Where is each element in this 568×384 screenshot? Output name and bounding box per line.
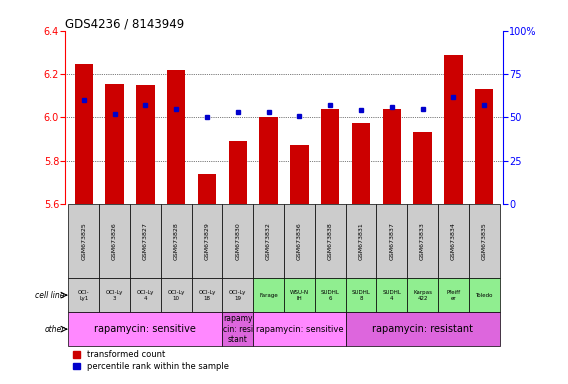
Text: GSM673830: GSM673830 xyxy=(235,222,240,260)
FancyBboxPatch shape xyxy=(99,278,130,312)
Text: Toledo: Toledo xyxy=(475,293,493,298)
Text: GDS4236 / 8143949: GDS4236 / 8143949 xyxy=(65,18,185,31)
FancyBboxPatch shape xyxy=(191,204,223,278)
Text: SUDHL
6: SUDHL 6 xyxy=(321,290,340,301)
Text: SUDHL
8: SUDHL 8 xyxy=(352,290,370,301)
FancyBboxPatch shape xyxy=(161,278,191,312)
Bar xyxy=(74,64,93,204)
FancyBboxPatch shape xyxy=(284,204,315,278)
Text: other: other xyxy=(44,324,65,334)
FancyBboxPatch shape xyxy=(130,278,161,312)
Text: GSM673829: GSM673829 xyxy=(204,222,210,260)
Text: rapamycin: resistant: rapamycin: resistant xyxy=(372,324,473,334)
FancyBboxPatch shape xyxy=(68,278,99,312)
Text: GSM673826: GSM673826 xyxy=(112,222,117,260)
Bar xyxy=(260,117,278,204)
Bar xyxy=(290,146,308,204)
Bar xyxy=(136,85,154,204)
FancyBboxPatch shape xyxy=(99,204,130,278)
FancyBboxPatch shape xyxy=(345,312,500,346)
FancyBboxPatch shape xyxy=(345,278,377,312)
Bar xyxy=(352,123,370,204)
FancyBboxPatch shape xyxy=(223,312,253,346)
FancyBboxPatch shape xyxy=(438,204,469,278)
Text: GSM673825: GSM673825 xyxy=(81,222,86,260)
Bar xyxy=(167,70,185,204)
Text: WSU-N
IH: WSU-N IH xyxy=(290,290,309,301)
Legend: transformed count, percentile rank within the sample: transformed count, percentile rank withi… xyxy=(69,347,232,374)
FancyBboxPatch shape xyxy=(253,204,284,278)
Text: rapamycin: sensitive: rapamycin: sensitive xyxy=(256,324,343,334)
FancyBboxPatch shape xyxy=(377,278,407,312)
FancyBboxPatch shape xyxy=(407,278,438,312)
FancyBboxPatch shape xyxy=(68,312,223,346)
Text: OCI-Ly
3: OCI-Ly 3 xyxy=(106,290,123,301)
Text: GSM673834: GSM673834 xyxy=(451,222,456,260)
Text: cell line: cell line xyxy=(35,291,65,300)
FancyBboxPatch shape xyxy=(191,278,223,312)
FancyBboxPatch shape xyxy=(68,204,99,278)
FancyBboxPatch shape xyxy=(407,204,438,278)
Text: GSM673838: GSM673838 xyxy=(328,222,333,260)
Text: GSM673828: GSM673828 xyxy=(174,222,179,260)
Bar xyxy=(105,84,124,204)
Text: Karpas
422: Karpas 422 xyxy=(413,290,432,301)
FancyBboxPatch shape xyxy=(377,204,407,278)
Text: GSM673835: GSM673835 xyxy=(482,222,487,260)
Bar xyxy=(383,109,401,204)
Text: GSM673832: GSM673832 xyxy=(266,222,271,260)
FancyBboxPatch shape xyxy=(223,204,253,278)
Text: Farage: Farage xyxy=(259,293,278,298)
Text: SUDHL
4: SUDHL 4 xyxy=(382,290,401,301)
Bar xyxy=(228,141,247,204)
Text: rapamycin: sensitive: rapamycin: sensitive xyxy=(94,324,197,334)
FancyBboxPatch shape xyxy=(161,204,191,278)
Bar xyxy=(321,109,340,204)
FancyBboxPatch shape xyxy=(469,204,500,278)
Text: GSM673831: GSM673831 xyxy=(358,222,364,260)
Bar xyxy=(444,55,463,204)
Text: GSM673836: GSM673836 xyxy=(297,222,302,260)
FancyBboxPatch shape xyxy=(438,278,469,312)
Text: GSM673837: GSM673837 xyxy=(389,222,394,260)
Text: GSM673827: GSM673827 xyxy=(143,222,148,260)
Text: OCI-Ly
19: OCI-Ly 19 xyxy=(229,290,247,301)
FancyBboxPatch shape xyxy=(284,278,315,312)
Bar xyxy=(475,89,494,204)
Text: OCI-Ly
18: OCI-Ly 18 xyxy=(198,290,216,301)
FancyBboxPatch shape xyxy=(253,312,345,346)
Text: rapamy
cin: resi
stant: rapamy cin: resi stant xyxy=(223,314,253,344)
Text: OCI-Ly
4: OCI-Ly 4 xyxy=(137,290,154,301)
Text: OCI-Ly
10: OCI-Ly 10 xyxy=(168,290,185,301)
FancyBboxPatch shape xyxy=(469,278,500,312)
FancyBboxPatch shape xyxy=(345,204,377,278)
FancyBboxPatch shape xyxy=(315,278,345,312)
Text: OCI-
Ly1: OCI- Ly1 xyxy=(78,290,90,301)
FancyBboxPatch shape xyxy=(130,204,161,278)
Bar xyxy=(414,132,432,204)
FancyBboxPatch shape xyxy=(223,278,253,312)
FancyBboxPatch shape xyxy=(315,204,345,278)
Text: Pfeiff
er: Pfeiff er xyxy=(446,290,461,301)
Text: GSM673833: GSM673833 xyxy=(420,222,425,260)
FancyBboxPatch shape xyxy=(253,278,284,312)
Bar xyxy=(198,174,216,204)
